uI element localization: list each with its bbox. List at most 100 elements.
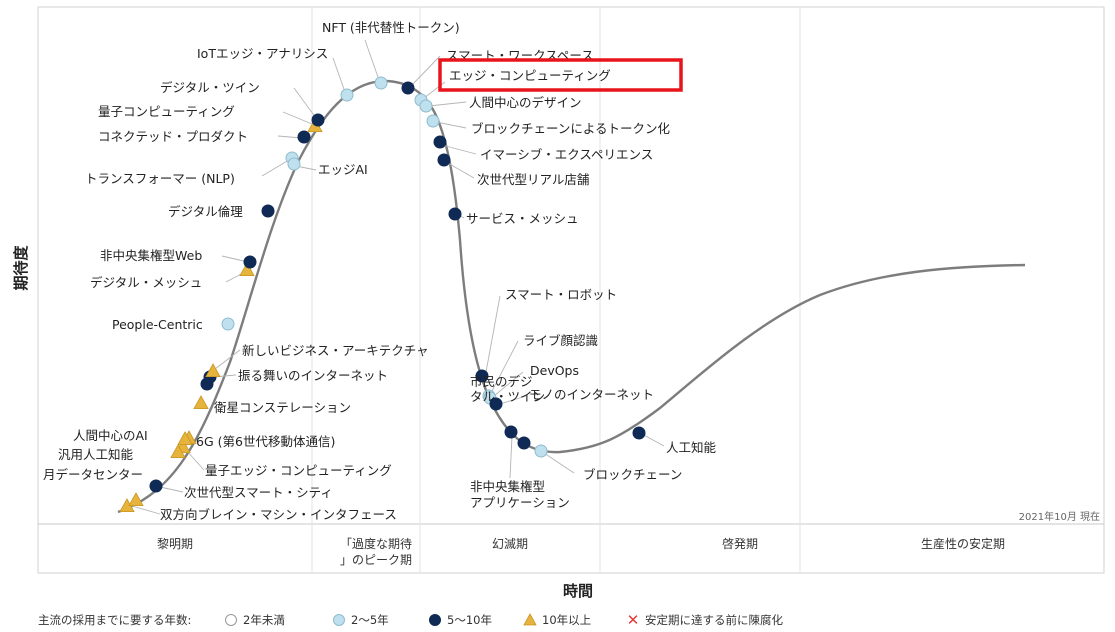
- leader-line: [214, 349, 241, 370]
- legend-swatch: [523, 613, 537, 626]
- leader-line: [499, 395, 527, 405]
- x-axis-title: 時間: [563, 582, 593, 600]
- tech-marker: [517, 436, 531, 450]
- tech-label: イマーシブ・エクスペリエンス: [480, 147, 653, 162]
- tech-marker: [311, 113, 325, 127]
- legend-label: 10年以上: [542, 613, 591, 627]
- tech-marker: [401, 81, 415, 95]
- legend-label: 2～5年: [351, 613, 389, 627]
- phase-label: 幻滅期: [492, 537, 528, 551]
- leader-line: [282, 111, 313, 125]
- tech-markers: [119, 76, 646, 513]
- leader-line: [428, 101, 467, 107]
- legend-swatch: [225, 614, 237, 626]
- tech-label: デジタル・ツイン: [160, 80, 260, 95]
- tech-marker: [287, 157, 301, 171]
- tech-marker: [340, 88, 354, 102]
- tech-label: 人工知能: [666, 440, 717, 455]
- tech-label: 人間中心のデザイン: [469, 95, 582, 110]
- tech-label: 月データセンター: [43, 467, 143, 482]
- tech-label: People-Centric: [112, 317, 203, 332]
- tech-label: デジタル倫理: [168, 204, 243, 219]
- tech-label: モノのインターネット: [529, 387, 654, 402]
- legend-label: 安定期に達する前に陳腐化: [645, 613, 783, 627]
- tech-label: 振る舞いのインターネット: [238, 368, 388, 383]
- tech-label: 人間中心のAI: [73, 428, 148, 443]
- hype-curve: [117, 79, 1026, 514]
- y-axis-title: 期待度: [12, 245, 30, 291]
- tech-label: 量子コンピューティング: [98, 104, 235, 119]
- leader-line: [131, 505, 161, 515]
- leader-line: [435, 121, 467, 129]
- tech-marker: [297, 130, 311, 144]
- leader-line: [293, 87, 317, 119]
- tech-label: ブロックチェーンによるトークン化: [471, 121, 671, 136]
- tech-marker: [433, 135, 447, 149]
- leader-line: [485, 295, 501, 373]
- highlight-box: [438, 58, 683, 92]
- phase-labels: 黎明期 「過度な期待」のピーク期 幻滅期 啓発期 生産性の安定期: [157, 536, 1005, 567]
- leader-line: [509, 435, 513, 479]
- tech-marker: [504, 425, 518, 439]
- tech-marker: [448, 207, 462, 221]
- tech-marker: [475, 369, 489, 383]
- tech-marker: [205, 363, 221, 378]
- tech-marker: [374, 76, 388, 90]
- tech-marker: [170, 444, 186, 459]
- tech-marker: [128, 492, 144, 507]
- tech-marker: [419, 99, 433, 113]
- tech-label: ブロックチェーン: [583, 467, 682, 482]
- tech-label: エッジ・コンピューティング: [449, 68, 611, 83]
- tech-marker: [261, 204, 275, 218]
- tech-marker: [437, 153, 451, 167]
- leader-line: [410, 55, 441, 87]
- leader-line: [441, 144, 477, 155]
- legend-swatch: [429, 614, 441, 626]
- tech-label: ライブ顔認識: [523, 333, 598, 348]
- tech-label: デジタル・メッシュ: [90, 275, 202, 290]
- tech-label: 非中央集権型Web: [100, 248, 202, 263]
- tech-label: 双方向ブレイン・マシン・インタフェース: [160, 507, 397, 522]
- tech-marker: [426, 114, 440, 128]
- tech-label: スマート・ロボット: [505, 287, 617, 302]
- tech-marker: [239, 262, 255, 277]
- legend-label: 5～10年: [447, 613, 492, 627]
- tech-label: エッジAI: [318, 162, 368, 177]
- tech-label: NFT (非代替性トークン): [322, 20, 460, 35]
- tech-label: 市民のデジタル・ツイン: [470, 374, 545, 404]
- tech-label: IoTエッジ・アナリシス: [197, 46, 328, 61]
- leader-line: [159, 486, 184, 493]
- tech-marker: [243, 255, 257, 269]
- tech-marker: [193, 395, 209, 410]
- tech-label: DevOps: [530, 363, 579, 378]
- tech-label: 衛星コンステレーション: [214, 400, 351, 415]
- leader-line: [641, 433, 665, 447]
- tech-label: トランスフォーマー (NLP): [85, 171, 235, 186]
- phase-label: 黎明期: [157, 537, 193, 551]
- tech-marker: [534, 444, 548, 458]
- tech-label: 非中央集権型アプリケーション: [470, 479, 570, 510]
- tech-label: 新しいビジネス・アーキテクチャ: [242, 343, 429, 358]
- leader-line: [185, 449, 205, 471]
- leader-line: [261, 159, 290, 177]
- phase-label: 啓発期: [722, 536, 758, 551]
- tech-label: 次世代型スマート・シティ: [184, 485, 333, 500]
- legend-label: 2年未満: [243, 613, 285, 627]
- tech-marker: [489, 397, 503, 411]
- tech-marker: [221, 317, 235, 331]
- tech-label: サービス・メッシュ: [466, 211, 579, 226]
- tech-marker: [177, 431, 193, 446]
- leader-line: [364, 39, 380, 81]
- phase-label: 「過度な期待」のピーク期: [340, 536, 412, 567]
- leader-line: [445, 161, 475, 179]
- legend: 主流の採用までに要する年数: 2年未満 2～5年 5～10年 10年以上 ✕ 安定期に達す…: [38, 611, 783, 629]
- legend-swatch: [333, 614, 345, 626]
- leader-line: [543, 452, 575, 474]
- leader-line: [332, 57, 346, 93]
- as-of-date: 2021年10月 現在: [1019, 510, 1100, 523]
- tech-marker: [149, 479, 163, 493]
- leader-line: [493, 371, 524, 397]
- legend-title: 主流の採用までに要する年数:: [38, 613, 191, 627]
